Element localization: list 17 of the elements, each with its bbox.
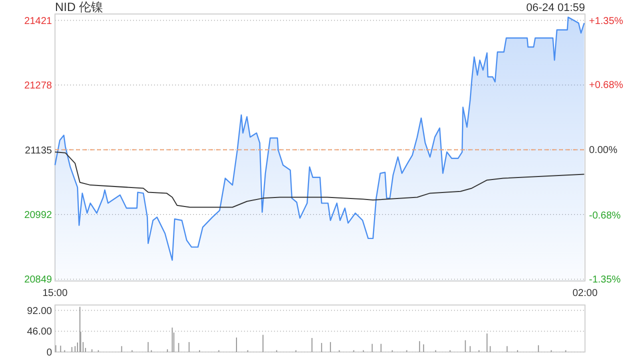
y2-tick-label: 0.00%	[589, 145, 618, 156]
y2-tick-label: +0.68%	[589, 80, 624, 92]
y2-tick-label: +1.35%	[589, 16, 624, 28]
y-tick-label: 0	[46, 348, 52, 358]
y-tick-label: 21421	[24, 16, 52, 27]
y2-tick-label: -0.68%	[589, 210, 621, 222]
y-tick-label: 20849	[24, 274, 52, 286]
x-tick-label: 02:00	[572, 288, 598, 299]
y-tick-label: 21278	[24, 80, 52, 92]
y-tick-label: 92.00	[26, 306, 52, 317]
x-tick-label: 15:00	[42, 288, 68, 299]
chart-title: NID 伦镍	[55, 0, 103, 14]
text: 06-24 01:59	[526, 2, 585, 14]
y2-tick-label: -1.35%	[589, 274, 621, 286]
y-tick-label: 20992	[24, 210, 52, 221]
y-tick-label: 21135	[24, 145, 52, 156]
y-tick-label: 46.00	[26, 326, 52, 338]
